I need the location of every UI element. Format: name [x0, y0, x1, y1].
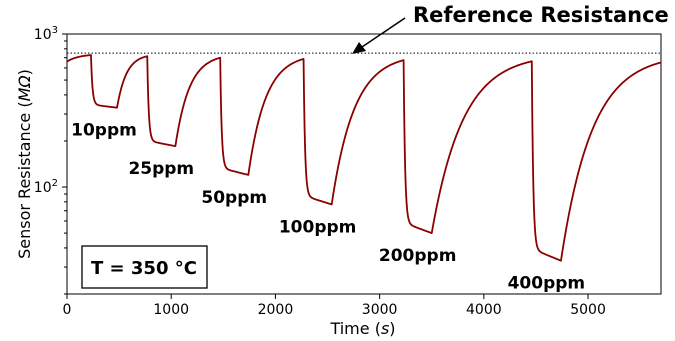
y-axis-title: Sensor Resistance (MΩ): [15, 69, 34, 259]
concentration-label: 10ppm: [71, 121, 137, 141]
concentration-label: 200ppm: [379, 246, 457, 266]
x-tick-label: 3000: [362, 302, 398, 318]
x-tick-label: 5000: [570, 302, 606, 318]
resistance-series-line: [66, 54, 662, 262]
x-tick-label: 4000: [466, 302, 502, 318]
concentration-label: 100ppm: [279, 217, 357, 237]
x-axis-ticks: 0 1000 2000 3000 4000 5000: [63, 294, 606, 318]
temperature-label: T = 350 °C: [91, 258, 197, 279]
y-tick-label: 102: [34, 178, 58, 196]
concentration-label: 50ppm: [201, 188, 267, 208]
reference-arrow-head: [352, 42, 366, 54]
temperature-box: [81, 245, 208, 289]
concentration-label: 400ppm: [508, 274, 586, 294]
y-tick-label: 103: [34, 25, 58, 43]
y-axis-ticks: 102 103: [34, 25, 67, 295]
reference-resistance-label: Reference Resistance: [413, 3, 669, 27]
x-tick-label: 1000: [153, 302, 189, 318]
x-tick-label: 2000: [258, 302, 294, 318]
x-axis-title: Time (s): [329, 319, 395, 338]
reference-arrow-shaft: [361, 17, 406, 48]
concentration-label: 25ppm: [128, 159, 194, 179]
x-tick-label: 0: [63, 302, 72, 318]
concentration-labels: 10ppm 25ppm 50ppm 100ppm 200ppm 400ppm: [71, 121, 585, 294]
